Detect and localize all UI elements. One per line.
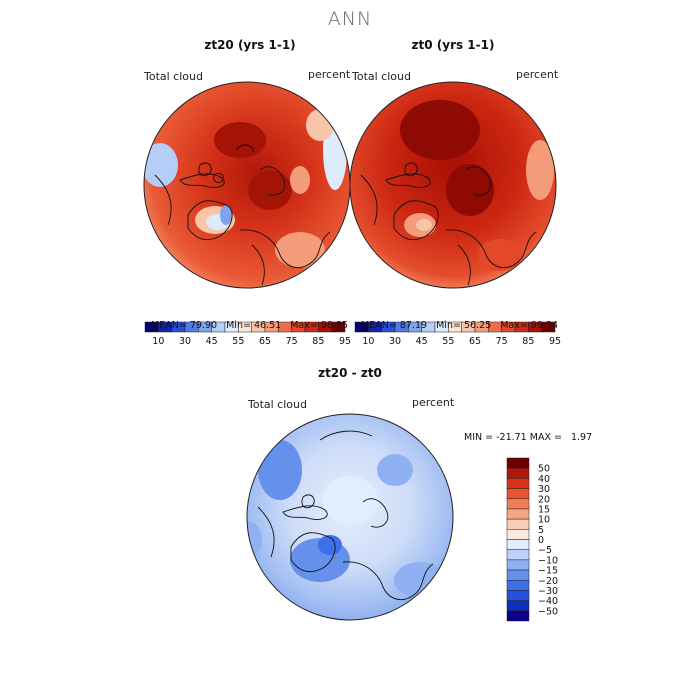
diff-title: zt20 - zt0 [318, 366, 382, 380]
colorbar-zt0-tick-label: 45 [416, 336, 428, 347]
colorbar-difference-tick-label: 0 [538, 535, 544, 546]
colorbar-difference-swatch [506, 569, 530, 581]
panel2-variable-label: Total cloud [352, 70, 411, 83]
map-zt0 [349, 81, 557, 289]
colorbar-zt20-tick-label: 85 [312, 336, 324, 347]
panel2-units-label: percent [516, 68, 559, 81]
colorbar-difference-swatch [506, 488, 530, 499]
panel2-mean-label: MEAN= [361, 320, 397, 331]
diff-units-label: percent [412, 396, 455, 409]
colorbar-difference-swatch [506, 600, 530, 612]
panel1-title: zt20 (yrs 1-1) [204, 38, 296, 52]
colorbar-difference-swatch [506, 539, 530, 550]
colorbar-difference-swatch [506, 498, 530, 510]
colorbar-zt0: 10 30 45 55 65 75 85 95 [354, 321, 561, 347]
colorbar-difference-swatch [506, 559, 530, 571]
colorbar-difference-swatch [506, 508, 530, 520]
colorbar-difference-tick-label: 5 [538, 525, 544, 536]
colorbar-zt0-tick-label: 75 [496, 336, 508, 347]
panel1-min-label: Min= [226, 320, 251, 331]
colorbar-difference-tick-label: −15 [538, 566, 558, 577]
map-difference [246, 413, 454, 621]
map-zt20 [143, 81, 351, 289]
panel1-mean-value: 79.90 [189, 320, 218, 331]
panel2-stats: MEAN= 87.19 Min= 56.25 Max= 99.34 [355, 309, 558, 331]
panel2-mean-value: 87.19 [399, 320, 428, 331]
panel2-max-value: 99.34 [530, 320, 559, 331]
colorbar-difference-tick-label: −10 [538, 555, 558, 566]
colorbar-zt0-tick-label: 85 [522, 336, 534, 347]
panel2-min-label: Min= [436, 320, 461, 331]
colorbar-difference-tick-label: 50 [538, 464, 550, 475]
colorbar-zt20: 10 30 45 55 65 75 85 95 [144, 321, 351, 347]
colorbar-difference-tick-label: −50 [538, 606, 558, 617]
colorbar-difference-tick-label: 10 [538, 515, 550, 526]
colorbar-difference-tick-label: 40 [538, 474, 550, 485]
colorbar-difference-swatch [506, 590, 530, 601]
diff-variable-label: Total cloud [248, 398, 307, 411]
colorbar-difference-tick-label: −40 [538, 596, 558, 607]
colorbar-zt0-tick-label: 65 [469, 336, 481, 347]
colorbar-difference-tick-label: −20 [538, 576, 558, 587]
colorbar-zt20-tick-label: 95 [339, 336, 351, 347]
colorbar-zt0-swatch [541, 321, 556, 333]
colorbar-difference-swatch [506, 549, 530, 561]
main-title: ANN [327, 8, 373, 30]
panel1-units-label: percent [308, 68, 351, 81]
colorbar-zt0-tick-label: 55 [442, 336, 454, 347]
panel2-max-label: Max= [500, 320, 528, 331]
colorbar-difference-swatch [506, 610, 530, 622]
colorbar-zt0-tick-label: 10 [362, 336, 374, 347]
colorbar-difference-tick-label: 20 [538, 494, 550, 505]
panel1-stats: MEAN= 79.90 Min= 46.51 Max= 98.35 [145, 309, 348, 331]
colorbar-difference-swatch [506, 478, 530, 489]
colorbar-zt20-tick-label: 75 [286, 336, 298, 347]
colorbar-zt0-tick-label: 30 [389, 336, 401, 347]
panel1-max-value: 98.35 [320, 320, 349, 331]
colorbar-difference-swatch [506, 457, 530, 469]
colorbar-zt20-tick-label: 45 [206, 336, 218, 347]
colorbar-difference-tick-label: 15 [538, 504, 550, 515]
colorbar-difference-swatch [506, 518, 530, 530]
panel1-variable-label: Total cloud [144, 70, 203, 83]
colorbar-difference-swatch [506, 580, 530, 591]
panel1-min-value: 46.51 [253, 320, 282, 331]
diff-minmax: MIN = -21.71 MAX = 1.97 [464, 432, 593, 443]
colorbar-difference-swatch [506, 529, 530, 540]
colorbar-zt20-tick-label: 30 [179, 336, 191, 347]
panel2-title: zt0 (yrs 1-1) [411, 38, 495, 52]
colorbar-difference-swatch [506, 467, 530, 479]
panel2-min-value: 56.25 [463, 320, 492, 331]
colorbar-zt0-tick-label: 95 [549, 336, 561, 347]
colorbar-zt20-tick-label: 65 [259, 336, 271, 347]
colorbar-difference-tick-label: −5 [538, 545, 552, 556]
panel1-max-label: Max= [290, 320, 318, 331]
colorbar-zt20-swatch [331, 321, 346, 333]
panel1-mean-label: MEAN= [151, 320, 187, 331]
colorbar-zt20-tick-label: 10 [152, 336, 164, 347]
colorbar-difference-tick-label: 30 [538, 484, 550, 495]
colorbar-zt20-tick-label: 55 [232, 336, 244, 347]
colorbar-difference-tick-label: −30 [538, 586, 558, 597]
